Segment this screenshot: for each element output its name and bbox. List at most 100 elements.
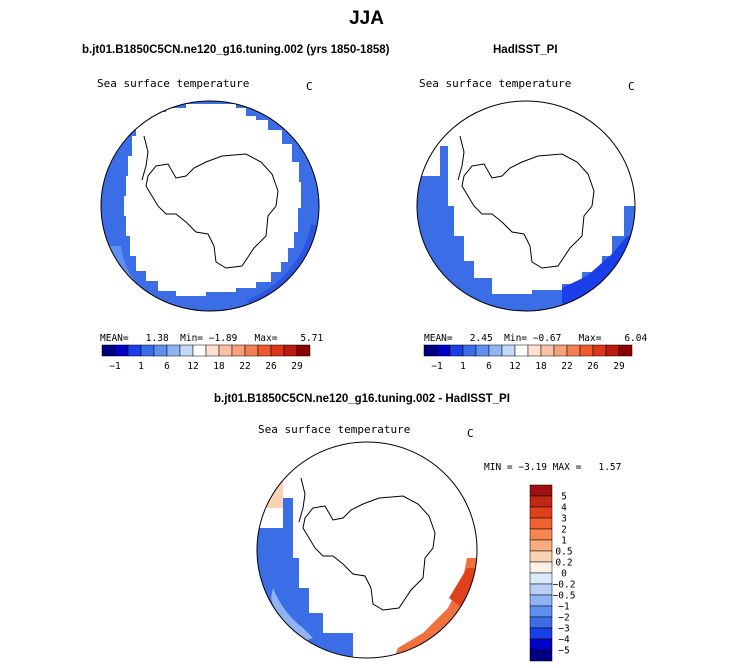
model-antarctica-outline xyxy=(145,153,279,269)
diff-colorbar-label: −1 xyxy=(558,602,570,613)
diff-map-bg xyxy=(257,442,477,658)
obs-mean-value: 2.45 xyxy=(469,333,493,344)
diff-map-border xyxy=(256,441,478,659)
diff-colorbar-cell-11 xyxy=(529,605,553,618)
diff-antarctica-outline xyxy=(302,495,436,611)
diff-colorbar-cell-0 xyxy=(529,484,553,497)
colorbar-label: 18 xyxy=(535,361,547,372)
colorbar-label: 29 xyxy=(613,361,625,372)
diff-colorbar-label: 0 xyxy=(561,569,567,580)
colorbar-cell-15 xyxy=(296,344,311,357)
model-map-border xyxy=(100,100,320,312)
obs-min-label: Min= xyxy=(504,333,528,344)
colorbar-cell-4 xyxy=(153,344,168,357)
diff-colorbar-cell-12 xyxy=(529,616,553,629)
model-peninsula-outline xyxy=(141,135,149,181)
diff-stats: MIN = −3.19 MAX = 1.57 xyxy=(484,462,621,473)
diff-colorbar-cell-10 xyxy=(529,594,553,607)
obs-antarctica-outline xyxy=(461,153,595,269)
obs-colorbar: −1 1 6 12 18 22 26 29 xyxy=(423,344,633,372)
model-colorbar: −1 1 6 12 18 22 26 29 xyxy=(101,344,311,372)
colorbar-label: 1 xyxy=(460,361,466,372)
diff-colorbar-label: −0.5 xyxy=(553,591,576,602)
page-title: JJA xyxy=(349,8,384,29)
colorbar-cell-6 xyxy=(179,344,194,357)
diff-colorbar-label: 5 xyxy=(561,492,567,503)
model-panel-units: C xyxy=(306,80,313,93)
diff-colorbar-label: 1 xyxy=(561,536,567,547)
colorbar-cell-13 xyxy=(592,344,607,357)
diff-colorbar-label: −5 xyxy=(558,646,569,657)
obs-map-border xyxy=(416,100,636,312)
colorbar-cell-11 xyxy=(244,344,259,357)
colorbar-cell-2 xyxy=(127,344,142,357)
colorbar-cell-10 xyxy=(231,344,246,357)
colorbar-cell-15 xyxy=(618,344,633,357)
obs-peninsula-outline xyxy=(457,135,465,181)
colorbar-cell-10 xyxy=(553,344,568,357)
right-case-title: HadISST_PI xyxy=(493,44,558,56)
colorbar-cell-0 xyxy=(101,344,116,357)
colorbar-cell-13 xyxy=(270,344,285,357)
obs-min-value: −0.67 xyxy=(532,333,562,344)
diff-colorbar-cell-4 xyxy=(529,528,553,541)
colorbar-cell-6 xyxy=(501,344,516,357)
diff-colorbar-cell-7 xyxy=(529,561,553,574)
diff-case-title: b.jt01.B1850C5CN.ne120_g16.tuning.002 - … xyxy=(214,393,510,405)
colorbar-cell-4 xyxy=(475,344,490,357)
diff-panel-title: Sea surface temperature xyxy=(258,423,411,436)
colorbar-cell-11 xyxy=(566,344,581,357)
colorbar-label: 6 xyxy=(486,361,492,372)
model-darker-band xyxy=(246,224,318,306)
colorbar-label: 26 xyxy=(587,361,599,372)
colorbar-label: 18 xyxy=(213,361,225,372)
model-land-mask xyxy=(124,104,301,296)
colorbar-cell-0 xyxy=(423,344,438,357)
diff-map xyxy=(256,441,478,659)
colorbar-cell-8 xyxy=(527,344,542,357)
colorbar-cell-3 xyxy=(462,344,477,357)
colorbar-label: 22 xyxy=(561,361,572,372)
colorbar-cell-14 xyxy=(605,344,620,357)
diff-panel-units: C xyxy=(467,427,474,440)
colorbar-label: 26 xyxy=(265,361,277,372)
diff-colorbar-label: 0.5 xyxy=(555,547,572,558)
diff-max-value: 1.57 xyxy=(598,462,622,473)
colorbar-label: 29 xyxy=(291,361,303,372)
colorbar-cell-8 xyxy=(205,344,220,357)
diff-colorbar-label: 0.2 xyxy=(555,558,572,569)
colorbar-label: 22 xyxy=(239,361,250,372)
diff-colorbar-cell-14 xyxy=(529,638,553,651)
diff-colorbar-label: −3 xyxy=(558,624,569,635)
diff-colorbar-label: 2 xyxy=(561,525,567,536)
obs-max-label: Max= xyxy=(578,333,602,344)
diff-colorbar-cell-13 xyxy=(529,627,553,640)
colorbar-cell-12 xyxy=(257,344,272,357)
colorbar-label: 6 xyxy=(164,361,170,372)
colorbar-cell-9 xyxy=(218,344,233,357)
colorbar-label: −1 xyxy=(109,361,121,372)
diff-colorbar-label: −2 xyxy=(558,613,569,624)
colorbar-cell-9 xyxy=(540,344,555,357)
diff-colorbar-cell-9 xyxy=(529,583,553,596)
model-min-label: Min= xyxy=(180,333,204,344)
colorbar-cell-1 xyxy=(436,344,451,357)
diff-colorbar-label: −0.2 xyxy=(553,580,576,591)
diff-max-label: MAX = xyxy=(552,462,582,473)
obs-mean-label: MEAN= xyxy=(424,333,453,344)
model-panel-title: Sea surface temperature xyxy=(97,77,250,90)
colorbar-label: −1 xyxy=(431,361,443,372)
diff-colorbar-label: 4 xyxy=(561,503,567,514)
colorbar-cell-7 xyxy=(514,344,529,357)
model-stats: MEAN= 1.38 Min= −1.89 Max= 5.71 xyxy=(100,333,323,344)
diff-peninsula-outline xyxy=(298,477,306,523)
diff-min-value: −3.19 xyxy=(518,462,547,473)
diff-colorbar-cell-1 xyxy=(529,495,553,508)
obs-panel-title: Sea surface temperature xyxy=(419,77,572,90)
colorbar-cell-3 xyxy=(140,344,155,357)
obs-map-bg xyxy=(417,101,635,311)
model-mean-value: 1.38 xyxy=(145,333,169,344)
diff-colorbar-label: 3 xyxy=(561,514,567,525)
left-case-title: b.jt01.B1850C5CN.ne120_g16.tuning.002 (y… xyxy=(82,44,390,56)
